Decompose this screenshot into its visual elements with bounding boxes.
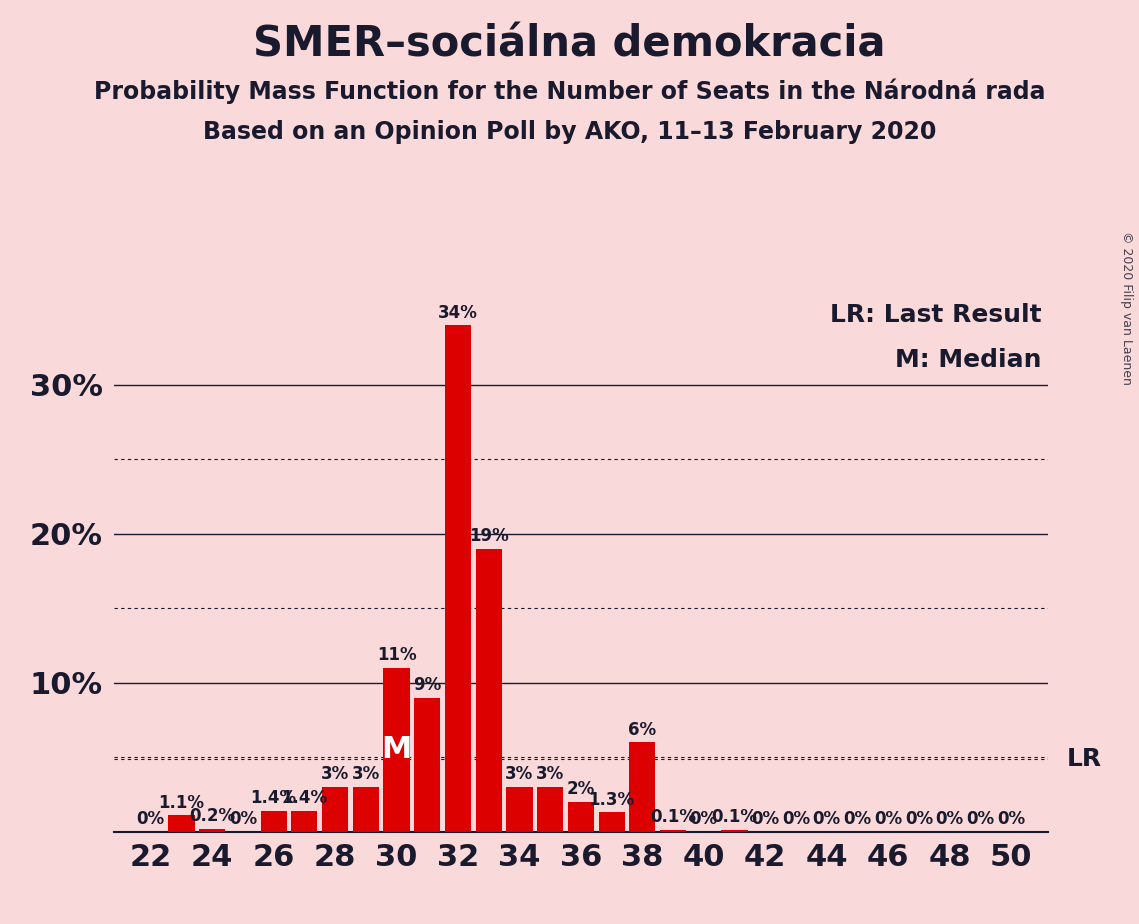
Bar	[599, 812, 624, 832]
Bar	[169, 815, 195, 832]
Bar	[659, 830, 686, 832]
Text: 0%: 0%	[843, 809, 871, 828]
Text: 6%: 6%	[629, 721, 656, 738]
Text: 1.4%: 1.4%	[251, 789, 297, 807]
Bar	[507, 787, 533, 832]
Bar	[568, 802, 593, 832]
Text: 11%: 11%	[377, 646, 417, 664]
Text: 2%: 2%	[567, 780, 595, 798]
Text: 0%: 0%	[751, 809, 779, 828]
Bar	[199, 829, 226, 832]
Bar	[261, 810, 287, 832]
Text: 0%: 0%	[966, 809, 994, 828]
Bar	[292, 810, 318, 832]
Text: M: Median: M: Median	[895, 347, 1042, 371]
Text: 0%: 0%	[229, 809, 257, 828]
Text: 1.3%: 1.3%	[589, 791, 634, 808]
Text: 0.1%: 0.1%	[650, 808, 696, 826]
Bar	[445, 325, 472, 832]
Text: LR: Last Result: LR: Last Result	[830, 303, 1042, 327]
Bar	[629, 742, 655, 832]
Bar	[721, 830, 747, 832]
Text: 19%: 19%	[469, 527, 509, 545]
Bar	[322, 787, 349, 832]
Text: 0%: 0%	[781, 809, 810, 828]
Text: 9%: 9%	[413, 675, 442, 694]
Text: 3%: 3%	[321, 765, 350, 784]
Bar	[538, 787, 563, 832]
Text: M: M	[382, 736, 411, 764]
Text: 34%: 34%	[439, 304, 478, 322]
Text: 1.4%: 1.4%	[281, 789, 327, 807]
Text: 3%: 3%	[536, 765, 564, 784]
Text: SMER–sociálna demokracia: SMER–sociálna demokracia	[253, 23, 886, 65]
Text: 0%: 0%	[812, 809, 841, 828]
Text: 1.1%: 1.1%	[158, 794, 205, 811]
Bar	[384, 668, 410, 832]
Text: 0%: 0%	[935, 809, 964, 828]
Bar	[476, 549, 502, 832]
Text: 0%: 0%	[137, 809, 165, 828]
Text: Based on an Opinion Poll by AKO, 11–13 February 2020: Based on an Opinion Poll by AKO, 11–13 F…	[203, 120, 936, 144]
Text: Probability Mass Function for the Number of Seats in the Národná rada: Probability Mass Function for the Number…	[93, 79, 1046, 104]
Text: 0.1%: 0.1%	[712, 808, 757, 826]
Text: 0%: 0%	[874, 809, 902, 828]
Text: 0%: 0%	[904, 809, 933, 828]
Text: 3%: 3%	[506, 765, 533, 784]
Text: 0%: 0%	[997, 809, 1025, 828]
Bar	[353, 787, 379, 832]
Text: 0%: 0%	[690, 809, 718, 828]
Text: 0.2%: 0.2%	[189, 807, 236, 825]
Text: © 2020 Filip van Laenen: © 2020 Filip van Laenen	[1121, 231, 1133, 385]
Bar	[415, 698, 441, 832]
Text: 3%: 3%	[352, 765, 380, 784]
Text: LR: LR	[1066, 747, 1101, 771]
